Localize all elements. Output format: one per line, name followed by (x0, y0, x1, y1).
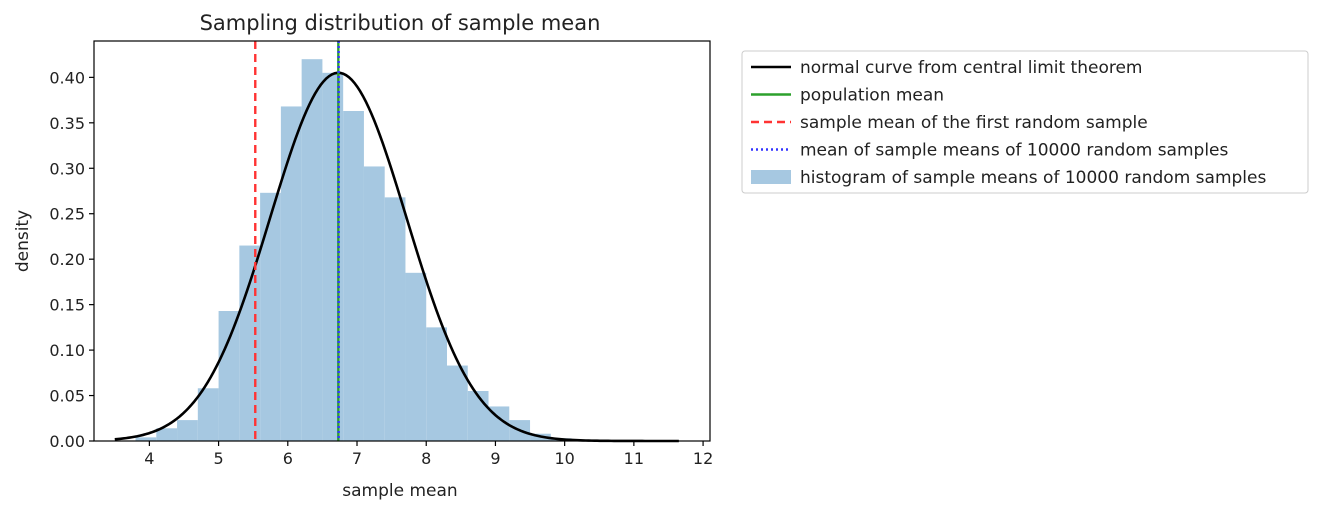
histogram-bar (446, 365, 468, 441)
legend: normal curve from central limit theorem p… (741, 50, 1309, 194)
legend-label: histogram of sample means of 10000 rando… (800, 168, 1266, 188)
plot-area: 4 5 6 7 8 9 10 11 12 0.00 0.05 0.10 0.15 0.20 0.25 0.30… (49, 40, 713, 468)
histogram-bar (343, 111, 364, 441)
histogram-bar (426, 327, 447, 441)
histogram-bar (322, 72, 344, 442)
x-tick-label: 9 (490, 449, 500, 468)
x-axis-label: sample mean (342, 481, 457, 501)
histogram-bar (218, 311, 240, 441)
x-tick-label: 10 (554, 449, 574, 468)
histogram-bar (156, 428, 178, 441)
histogram-bar (177, 420, 198, 441)
x-tick-label: 6 (283, 449, 293, 468)
histogram-bar (135, 437, 157, 441)
y-tick-label: 0.35 (49, 114, 85, 133)
histogram-bar (197, 388, 219, 441)
x-tick-label: 5 (213, 449, 223, 468)
histogram-bar (467, 391, 489, 441)
y-tick-label: 0.20 (49, 250, 85, 269)
legend-frame (741, 50, 1309, 194)
y-axis-label: density (13, 210, 33, 272)
y-tick-label: 0.05 (49, 387, 85, 406)
histogram-bar (384, 197, 406, 441)
y-tick-label: 0.15 (49, 296, 85, 315)
y-tick-label: 0.30 (49, 159, 85, 178)
y-tick-label: 0.00 (49, 432, 85, 451)
y-tick-label: 0.40 (49, 68, 85, 87)
histogram-bar (301, 59, 323, 441)
x-tick-label: 7 (352, 449, 362, 468)
chart-title: Sampling distribution of sample mean (200, 11, 601, 35)
legend-label: sample mean of the first random sample (800, 113, 1148, 133)
x-tick-label: 11 (624, 449, 644, 468)
legend-label: normal curve from central limit theorem (800, 58, 1142, 78)
y-tick-label: 0.25 (49, 205, 85, 224)
legend-swatch (751, 170, 791, 184)
histogram-bar (239, 245, 261, 441)
histogram-bar (405, 272, 427, 441)
legend-label: population mean (800, 86, 944, 106)
x-tick-label: 4 (144, 449, 154, 468)
y-tick-label: 0.10 (49, 341, 85, 360)
plot-frame (93, 40, 711, 442)
legend-label: mean of sample means of 10000 random sam… (800, 141, 1229, 161)
histogram-bar (363, 166, 385, 442)
x-tick-label: 12 (693, 449, 713, 468)
x-tick-label: 8 (421, 449, 431, 468)
histogram-bar (280, 106, 302, 442)
histogram-bar (260, 192, 281, 441)
